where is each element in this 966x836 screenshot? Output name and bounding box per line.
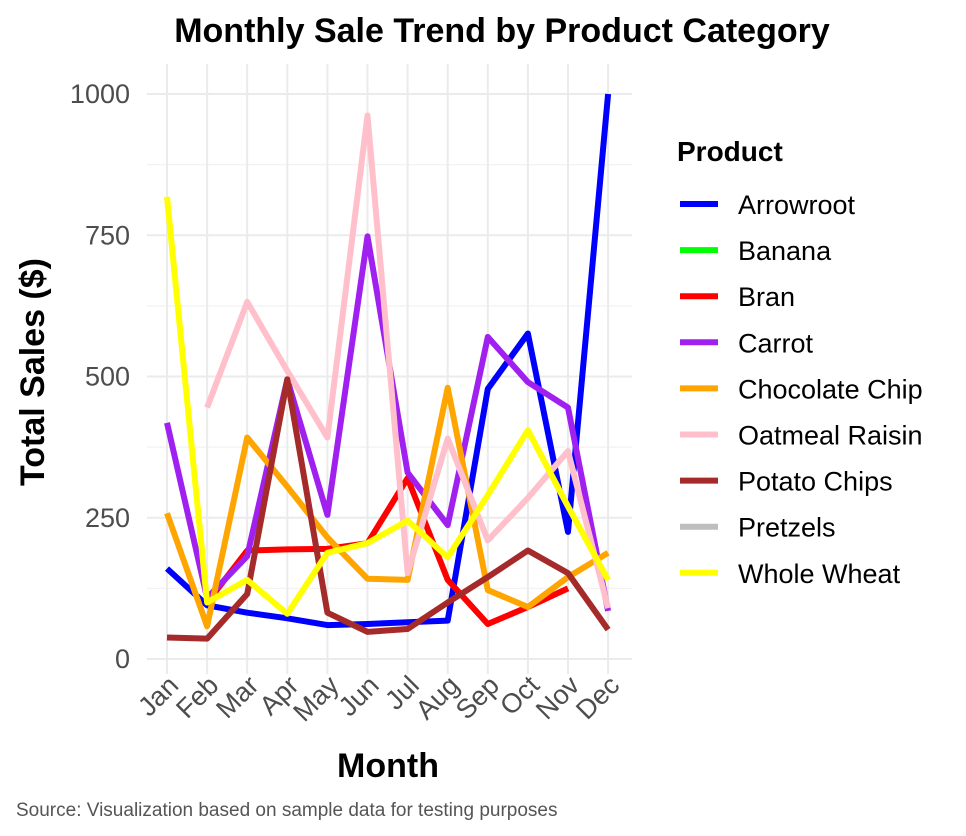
legend-item: Arrowroot (680, 190, 856, 220)
x-axis-title: Month (337, 747, 439, 785)
legend: Product Arrowroot Banana Bran Carrot Chocola… (677, 136, 923, 589)
series-lines (164, 93, 612, 642)
legend-title: Product (677, 136, 783, 167)
legend-item: Carrot (680, 328, 814, 358)
series-line-segment (166, 376, 611, 642)
legend-label: Banana (738, 236, 832, 266)
y-tick-label: 250 (85, 503, 130, 533)
chart-caption: Source: Visualization based on sample da… (16, 800, 557, 821)
legend-item: Whole Wheat (680, 559, 901, 589)
legend-item: Chocolate Chip (680, 374, 923, 404)
series-line (164, 93, 612, 629)
legend-item: Potato Chips (680, 467, 893, 497)
legend-item: Pretzels (680, 513, 836, 543)
legend-label: Carrot (738, 328, 814, 358)
legend-label: Chocolate Chip (738, 374, 923, 404)
legend-item: Banana (680, 236, 832, 266)
series-line-segment (164, 233, 612, 612)
legend-label: Arrowroot (738, 190, 856, 220)
series-line (166, 376, 611, 642)
legend-label: Pretzels (738, 513, 836, 543)
series-line-segment (204, 475, 570, 627)
legend-items: Arrowroot Banana Bran Carrot Chocolate Chip O… (680, 190, 923, 589)
series-line (164, 233, 612, 612)
legend-item: Oatmeal Raisin (680, 421, 923, 451)
y-tick-label: 500 (85, 362, 130, 392)
y-axis-ticks: 0 250 500 750 1000 (70, 79, 130, 674)
series-line (204, 475, 570, 627)
legend-label: Bran (738, 282, 795, 312)
legend-label: Oatmeal Raisin (738, 421, 923, 451)
y-tick-label: 1000 (70, 79, 130, 109)
series-line (164, 384, 610, 630)
series-line (204, 112, 612, 609)
series-line-segment (164, 384, 610, 630)
legend-label: Whole Wheat (738, 559, 901, 589)
y-tick-label: 0 (115, 644, 130, 674)
x-tick-label: Jun (333, 670, 385, 722)
series-line (164, 196, 611, 617)
series-line-segment (164, 196, 611, 617)
x-tick-label: Dec (570, 670, 625, 725)
y-axis-title: Total Sales ($) (14, 258, 52, 486)
legend-item: Bran (680, 282, 795, 312)
y-tick-label: 750 (85, 220, 130, 250)
chart-title: Monthly Sale Trend by Product Category (174, 12, 830, 50)
series-line-segment (164, 93, 612, 629)
series-line-segment (204, 112, 612, 609)
legend-label: Potato Chips (738, 467, 893, 497)
